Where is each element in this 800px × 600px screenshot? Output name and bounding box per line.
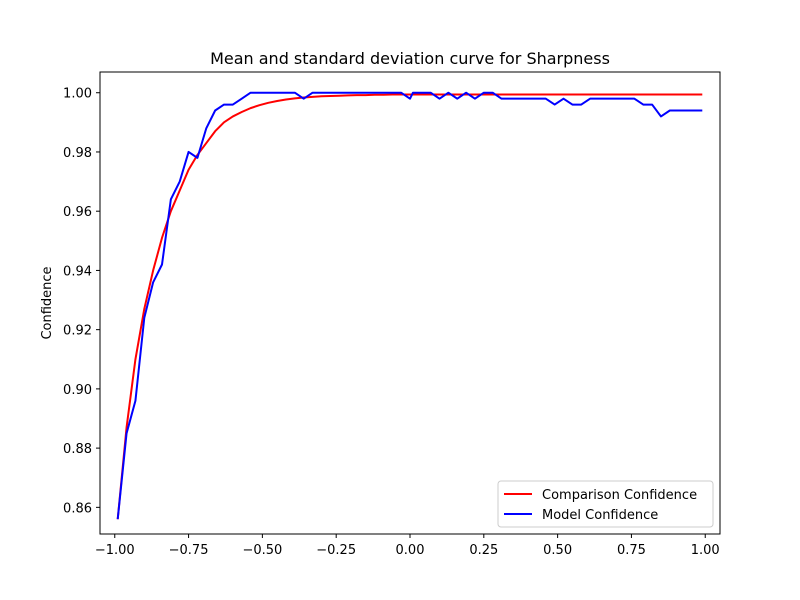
x-tick-label: 1.00: [691, 543, 720, 558]
x-tick-label: −0.25: [316, 543, 356, 558]
x-axis-ticks: −1.00 −0.75 −0.50 −0.25 0.00 0.25 0.50 0.75 1.00: [95, 534, 720, 558]
legend-box: [497, 480, 714, 528]
y-axis-label: Confidence: [40, 266, 55, 339]
series-layer: [116, 91, 703, 520]
y-tick-label: 0.90: [63, 383, 92, 398]
x-tick-label: −1.00: [95, 543, 135, 558]
x-tick-label: 0.00: [396, 543, 425, 558]
y-tick-label: 1.00: [63, 87, 92, 102]
y-tick-label: 0.92: [63, 324, 92, 339]
x-tick-label: −0.75: [169, 543, 209, 558]
axes-frame: [99, 71, 721, 535]
x-tick-label: 0.50: [543, 543, 572, 558]
y-axis-ticks: 0.86 0.88 0.90 0.92 0.94 0.96 0.98 1.00: [63, 87, 100, 516]
chart-title: Mean and standard deviation curve for Sh…: [210, 49, 610, 68]
legend-label-model-confidence: Model Confidence: [542, 508, 658, 523]
plot-area: [99, 71, 721, 535]
x-tick-label: 0.75: [617, 543, 646, 558]
legend-label-comparison-confidence: Comparison Confidence: [542, 488, 697, 503]
y-tick-label: 0.88: [63, 442, 92, 457]
y-tick-label: 0.96: [63, 205, 92, 220]
model-confidence-line: [116, 91, 703, 520]
y-tick-label: 0.98: [63, 146, 92, 161]
x-tick-label: −0.50: [242, 543, 282, 558]
comparison-confidence-line: [116, 93, 703, 520]
x-tick-label: 0.25: [469, 543, 498, 558]
y-tick-label: 0.94: [63, 264, 92, 279]
legend: Comparison Confidence Model Confidence: [497, 480, 714, 528]
y-tick-label: 0.86: [63, 501, 92, 516]
